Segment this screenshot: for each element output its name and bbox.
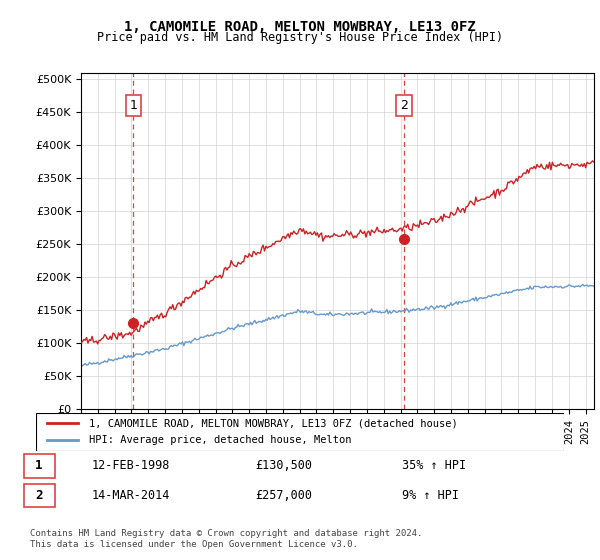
Text: 1, CAMOMILE ROAD, MELTON MOWBRAY, LE13 0FZ (detached house): 1, CAMOMILE ROAD, MELTON MOWBRAY, LE13 0… xyxy=(89,418,458,428)
Text: 1: 1 xyxy=(130,99,137,112)
Text: £130,500: £130,500 xyxy=(255,459,312,473)
Text: 2: 2 xyxy=(35,489,43,502)
Text: 1, CAMOMILE ROAD, MELTON MOWBRAY, LE13 0FZ: 1, CAMOMILE ROAD, MELTON MOWBRAY, LE13 0… xyxy=(124,20,476,34)
Text: Contains HM Land Registry data © Crown copyright and database right 2024.
This d: Contains HM Land Registry data © Crown c… xyxy=(30,529,422,549)
Text: 9% ↑ HPI: 9% ↑ HPI xyxy=(401,489,458,502)
Text: HPI: Average price, detached house, Melton: HPI: Average price, detached house, Melt… xyxy=(89,435,352,445)
Text: 35% ↑ HPI: 35% ↑ HPI xyxy=(401,459,466,473)
Text: 1: 1 xyxy=(35,459,43,473)
Text: £257,000: £257,000 xyxy=(255,489,312,502)
Text: 14-MAR-2014: 14-MAR-2014 xyxy=(91,489,170,502)
Text: 12-FEB-1998: 12-FEB-1998 xyxy=(91,459,170,473)
FancyBboxPatch shape xyxy=(23,484,55,507)
FancyBboxPatch shape xyxy=(36,413,564,451)
Text: Price paid vs. HM Land Registry's House Price Index (HPI): Price paid vs. HM Land Registry's House … xyxy=(97,31,503,44)
FancyBboxPatch shape xyxy=(23,454,55,478)
Text: 2: 2 xyxy=(400,99,408,112)
